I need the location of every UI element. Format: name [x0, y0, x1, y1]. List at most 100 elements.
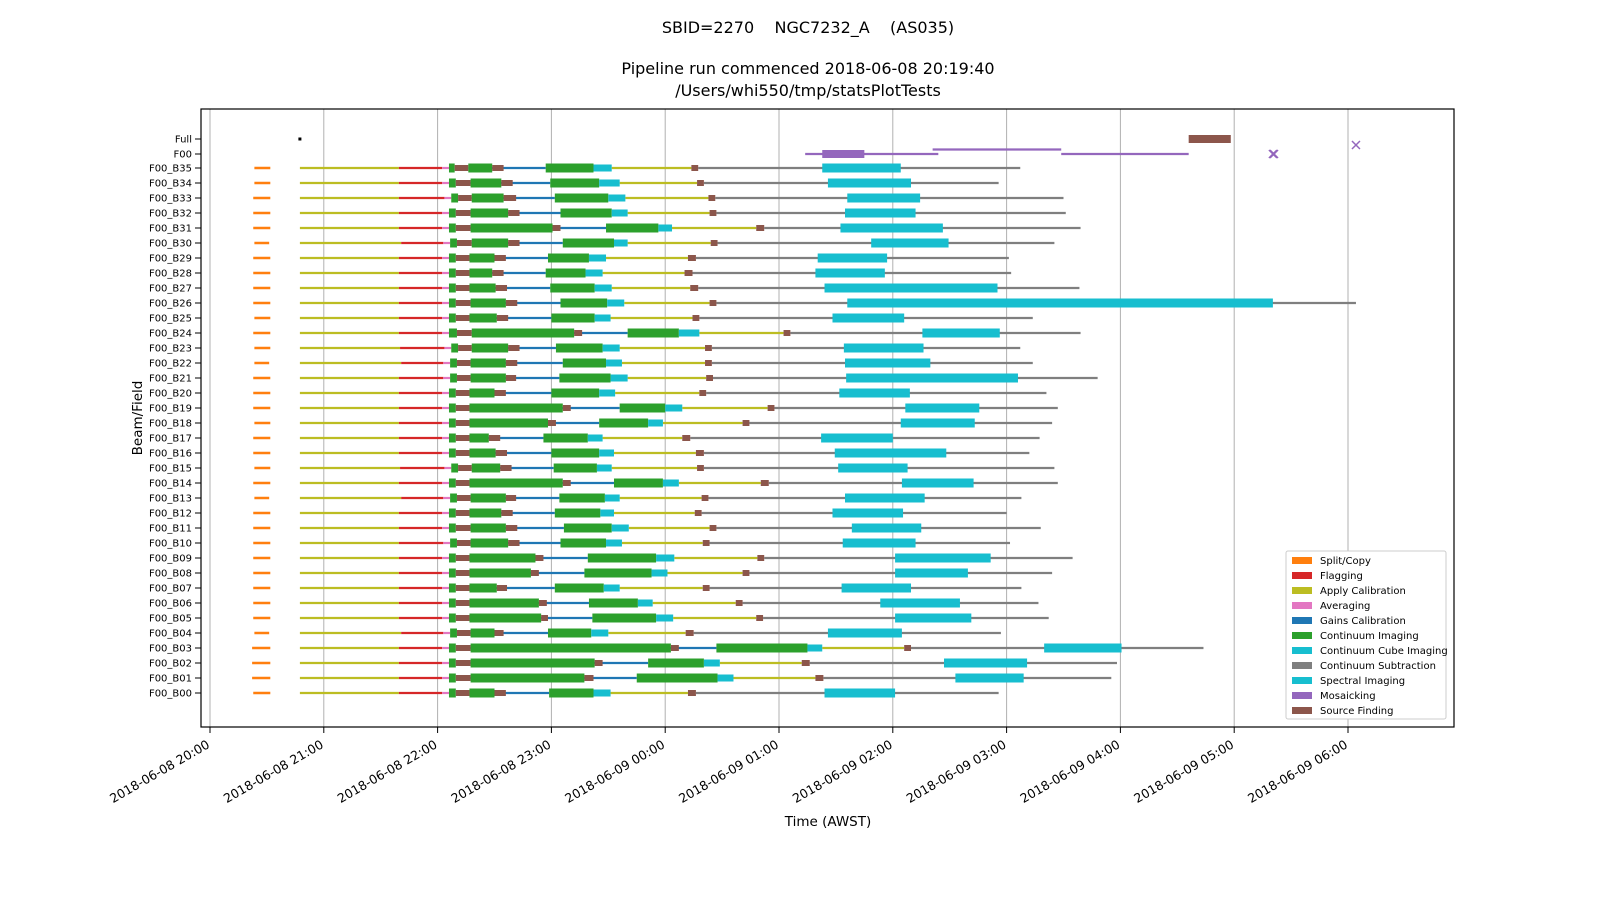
- bar-contim: [469, 388, 495, 398]
- bar-selavy: [505, 300, 518, 306]
- y-tick-label: F00_B04: [149, 629, 192, 640]
- bar-selavy: [699, 390, 707, 396]
- bar-contim: [448, 568, 456, 578]
- y-tick-label: F00_B33: [149, 194, 192, 205]
- bar-contim: [470, 523, 506, 533]
- bar-selavy: [682, 435, 691, 441]
- x-tick-label: 2018-06-08 23:00: [448, 737, 553, 806]
- y-tick-label: F00_B05: [149, 614, 192, 625]
- legend-swatch: [1292, 632, 1312, 639]
- bar-contim: [550, 178, 600, 188]
- bar-selavy: [455, 435, 470, 441]
- bar-selavy: [455, 255, 470, 261]
- bar-contim: [562, 358, 607, 368]
- bar-selavy: [494, 255, 506, 261]
- x-marker: [1269, 149, 1279, 159]
- legend-label: Split/Copy: [1320, 556, 1371, 567]
- bar-selavy: [455, 660, 471, 666]
- bar-selavy: [535, 555, 544, 561]
- bar-contim: [450, 358, 457, 368]
- bar-spectral: [821, 433, 893, 443]
- bar-contim: [545, 163, 594, 173]
- bar-selavy: [767, 405, 775, 411]
- bar-contim: [547, 628, 592, 638]
- bar-spectral: [895, 613, 972, 623]
- bar-contim: [448, 508, 456, 518]
- bar-spectral: [900, 418, 975, 428]
- bar-selavy: [562, 405, 571, 411]
- bar-contim: [471, 463, 501, 473]
- bars: [252, 135, 1361, 698]
- bar-contim: [469, 688, 495, 698]
- bar-contcube: [604, 494, 620, 502]
- bar-selavy: [815, 675, 824, 681]
- bar-spectral: [843, 343, 924, 353]
- plot-frame: [200, 108, 1455, 728]
- bar-selavy: [456, 360, 471, 366]
- bar-selavy: [501, 180, 513, 186]
- bar-contcube: [717, 674, 734, 682]
- bar-selavy: [455, 225, 471, 231]
- bar-selavy: [702, 540, 710, 546]
- point-marker: [298, 137, 302, 141]
- y-tick-label: F00_B06: [149, 599, 192, 610]
- bar-selavy: [685, 630, 694, 636]
- y-tick-label: F00_B30: [149, 239, 192, 250]
- bar-spectral: [905, 403, 980, 413]
- bar-selavy: [508, 345, 520, 351]
- bar-contim: [587, 553, 657, 563]
- bar-selavy: [458, 465, 472, 471]
- bar-contim: [547, 253, 589, 263]
- bar-selavy: [594, 660, 603, 666]
- bar-contim: [555, 343, 603, 353]
- bar-contim: [469, 268, 493, 278]
- bar-selavy: [692, 315, 700, 321]
- y-tick-label: F00_B32: [149, 209, 192, 220]
- bar-contcube: [807, 644, 823, 652]
- bar-contim: [551, 388, 600, 398]
- bar-contim: [448, 673, 456, 683]
- legend-label: Apply Calibration: [1320, 586, 1406, 597]
- bar-contim: [469, 553, 536, 563]
- x-marker: [1351, 140, 1361, 150]
- bar-selavy: [742, 420, 750, 426]
- bar-selavy: [684, 270, 693, 276]
- bar-contim: [448, 478, 456, 488]
- bar-contim: [551, 313, 595, 323]
- y-tick-label: F00_B10: [149, 539, 192, 550]
- bar-spectral: [834, 448, 947, 458]
- bar-selavy: [495, 450, 508, 456]
- bar-selavy: [455, 285, 470, 291]
- bar-spectral: [895, 568, 968, 578]
- bar-contcube: [637, 599, 653, 607]
- bar-selavy: [508, 540, 520, 546]
- x-tick-label: 2018-06-08 22:00: [335, 737, 440, 806]
- bar-contcube: [600, 509, 614, 517]
- bar-selavy: [783, 330, 791, 336]
- bar-contim: [448, 433, 456, 443]
- bar-selavy: [455, 645, 471, 651]
- y-tick-label: F00_B19: [149, 404, 192, 415]
- bar-spectral: [944, 658, 1028, 668]
- bar-contim: [627, 328, 679, 338]
- bar-contim: [469, 403, 563, 413]
- y-tick-label: F00_B29: [149, 254, 192, 265]
- legend-swatch: [1292, 587, 1312, 594]
- bar-contim: [469, 568, 531, 578]
- bar-spectral: [871, 238, 949, 248]
- bar-contcube: [585, 269, 603, 277]
- bar-contim: [448, 223, 456, 233]
- bar-contim: [470, 358, 506, 368]
- bar-contim: [469, 418, 548, 428]
- legend-swatch: [1292, 602, 1312, 609]
- x-tick-label: 2018-06-09 04:00: [1017, 737, 1122, 806]
- bar-selavy: [455, 300, 471, 306]
- legend-swatch: [1292, 572, 1312, 579]
- bar-contim: [553, 463, 597, 473]
- bar-contim: [470, 493, 506, 503]
- bar-contim: [448, 688, 456, 698]
- chart-subtitle-1: Pipeline run commenced 2018-06-08 20:19:…: [621, 59, 994, 78]
- y-tick-label: F00: [174, 150, 192, 161]
- bar-selavy: [742, 570, 750, 576]
- bar-contim: [470, 643, 671, 653]
